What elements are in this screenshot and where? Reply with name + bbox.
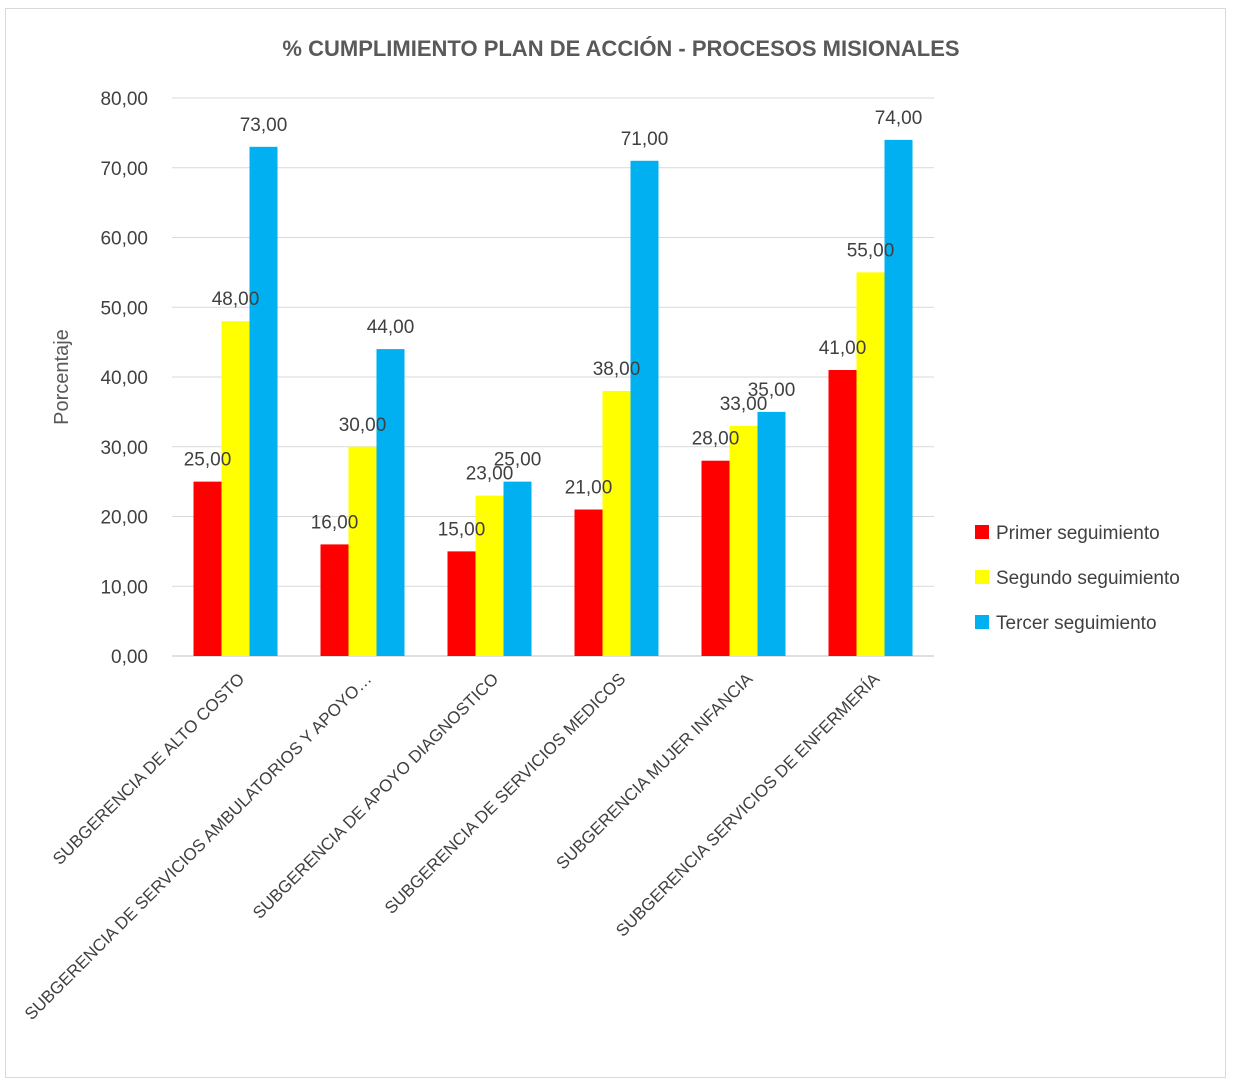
bar — [475, 495, 504, 656]
bar — [630, 160, 659, 656]
bar — [320, 544, 349, 656]
y-axis-title: Porcentaje — [51, 329, 73, 425]
category-label: SUBGERENCIA SERVICIOS DE ENFERMERÍA — [612, 669, 884, 941]
category-label: SUBGERENCIA DE SERVICIOS MEDICOS — [381, 669, 629, 917]
data-label: 73,00 — [240, 115, 288, 136]
bar — [348, 446, 377, 656]
data-label: 28,00 — [692, 429, 740, 450]
data-label: 21,00 — [565, 478, 613, 499]
data-labels: 25,00 48,00 73,00 16,00 30,00 44,00 15,00 23,00… — [184, 108, 923, 541]
legend-swatch — [975, 570, 989, 584]
data-label: 41,00 — [819, 338, 867, 359]
bar — [757, 411, 786, 656]
y-tick-label: 70,00 — [100, 159, 148, 180]
bar — [701, 460, 730, 656]
data-label: 44,00 — [367, 317, 415, 338]
bar — [503, 481, 532, 656]
data-label: 25,00 — [494, 450, 542, 471]
data-label: 16,00 — [311, 512, 359, 533]
data-label: 25,00 — [184, 450, 232, 471]
y-tick-label: 30,00 — [100, 438, 148, 459]
bar — [602, 390, 631, 656]
data-label: 55,00 — [847, 240, 895, 261]
y-tick-label: 60,00 — [100, 229, 148, 250]
data-label: 74,00 — [875, 108, 923, 129]
bar — [376, 349, 405, 656]
legend-swatch — [975, 525, 989, 539]
category-label: SUBGERENCIA DE APOYO DIAGNOSTICO — [249, 669, 502, 922]
data-label: 35,00 — [748, 380, 796, 401]
bar — [221, 321, 250, 656]
data-label: 15,00 — [438, 519, 486, 540]
data-label: 33,00 — [720, 394, 768, 415]
legend-label: Primer seguimiento — [996, 523, 1160, 544]
y-tick-label: 40,00 — [100, 368, 148, 389]
y-tick-label: 50,00 — [100, 298, 148, 319]
bar — [856, 272, 885, 656]
bar — [249, 146, 278, 656]
bar — [884, 139, 913, 657]
data-label: 23,00 — [466, 464, 514, 485]
legend-swatch — [975, 615, 989, 629]
data-label: 30,00 — [339, 415, 387, 436]
legend-label: Tercer seguimiento — [996, 613, 1157, 634]
bar — [828, 370, 857, 656]
data-label: 71,00 — [621, 129, 669, 150]
bar — [729, 425, 758, 656]
data-label: 48,00 — [212, 289, 260, 310]
bar — [447, 551, 476, 656]
y-tick-label: 0,00 — [111, 647, 148, 668]
legend-label: Segundo seguimiento — [996, 568, 1180, 589]
bar — [574, 509, 603, 656]
data-label: 38,00 — [593, 359, 641, 380]
gridlines — [172, 97, 934, 657]
bars — [193, 139, 913, 657]
category-label: SUBGERENCIA MUJER INFANCIA — [553, 669, 757, 873]
bar — [193, 481, 222, 656]
legend: Primer seguimiento Segundo seguimiento Ter… — [975, 523, 1180, 634]
y-axis-tick-labels: 0,00 10,00 20,00 30,00 40,00 50,00 60,00 70,00 8… — [100, 89, 148, 668]
y-tick-label: 20,00 — [100, 508, 148, 529]
chart-title: % CUMPLIMIENTO PLAN DE ACCIÓN - PROCESOS… — [282, 36, 959, 61]
y-tick-label: 10,00 — [100, 577, 148, 598]
y-tick-label: 80,00 — [100, 89, 148, 110]
